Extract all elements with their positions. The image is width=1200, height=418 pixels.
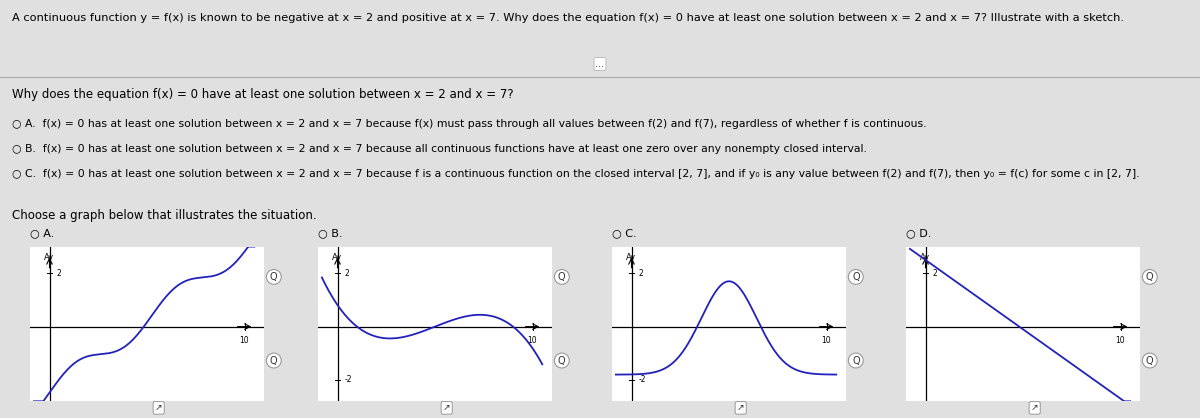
- Text: ○ A.  f(x) = 0 has at least one solution between x = 2 and x = 7 because f(x) mu: ○ A. f(x) = 0 has at least one solution …: [12, 119, 926, 129]
- Text: 10: 10: [822, 336, 832, 345]
- Text: A continuous function y = f(x) is known to be negative at x = 2 and positive at : A continuous function y = f(x) is known …: [12, 13, 1124, 23]
- Text: Q: Q: [558, 356, 565, 365]
- Text: 10: 10: [528, 336, 538, 345]
- Text: Q: Q: [270, 272, 277, 282]
- Text: 2: 2: [638, 269, 643, 278]
- Text: Ay: Ay: [331, 253, 342, 262]
- Text: ↗: ↗: [155, 403, 162, 413]
- Text: Ay: Ay: [43, 253, 54, 262]
- Text: ○ B.: ○ B.: [318, 228, 342, 238]
- Text: ○ A.: ○ A.: [30, 228, 54, 238]
- Text: Ay: Ay: [625, 253, 636, 262]
- Text: ○ C.  f(x) = 0 has at least one solution between x = 2 and x = 7 because f is a : ○ C. f(x) = 0 has at least one solution …: [12, 169, 1140, 179]
- Text: 10: 10: [240, 336, 250, 345]
- Text: Ay: Ay: [919, 253, 930, 262]
- Text: Why does the equation f(x) = 0 have at least one solution between x = 2 and x = : Why does the equation f(x) = 0 have at l…: [12, 88, 514, 101]
- Text: Q: Q: [852, 272, 859, 282]
- Text: Q: Q: [1146, 356, 1153, 365]
- Text: ↗: ↗: [443, 403, 450, 413]
- Text: 2: 2: [344, 269, 349, 278]
- Text: 10: 10: [1116, 336, 1126, 345]
- Text: -2: -2: [638, 375, 646, 385]
- Text: -2: -2: [344, 375, 352, 385]
- Text: Q: Q: [270, 356, 277, 365]
- Text: Choose a graph below that illustrates the situation.: Choose a graph below that illustrates th…: [12, 209, 317, 222]
- Text: Q: Q: [1146, 272, 1153, 282]
- Text: ...: ...: [595, 59, 605, 69]
- Text: Q: Q: [852, 356, 859, 365]
- Text: ↗: ↗: [737, 403, 744, 413]
- Text: Q: Q: [558, 272, 565, 282]
- Text: 2: 2: [932, 269, 937, 278]
- Text: ○ D.: ○ D.: [906, 228, 931, 238]
- Text: 2: 2: [56, 269, 61, 278]
- Text: ↗: ↗: [1031, 403, 1038, 413]
- Text: ○ C.: ○ C.: [612, 228, 637, 238]
- Text: ○ B.  f(x) = 0 has at least one solution between x = 2 and x = 7 because all con: ○ B. f(x) = 0 has at least one solution …: [12, 144, 866, 154]
